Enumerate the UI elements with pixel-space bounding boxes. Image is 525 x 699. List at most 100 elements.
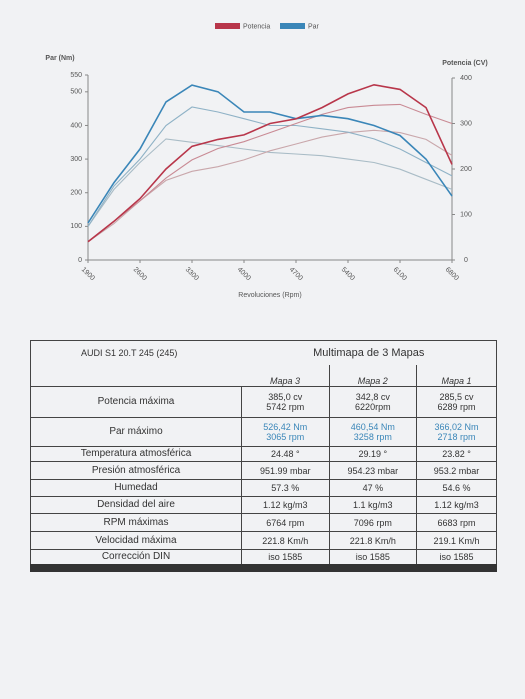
cell-text: 23.82 ° (442, 449, 471, 459)
cell: 385,0 cv 5742 rpm (241, 386, 330, 418)
table-row: Velocidad máxima 221.8 Km/h 221.8 Km/h 219.… (30, 531, 497, 550)
cell: 953.2 mbar (416, 461, 497, 480)
cell-text: 6683 rpm (437, 517, 476, 528)
y2-tick-label: 0 (464, 257, 468, 264)
row-label: Velocidad máxima (30, 531, 242, 550)
x-tick-label: 5400 (340, 266, 356, 282)
y-tick-label: 200 (70, 190, 82, 197)
series-line (87, 106, 453, 227)
series-line (87, 103, 453, 243)
chart: Par (Nm) Potencia (CV) Revoluciones (Rpm… (45, 23, 488, 299)
cell-text: 1.12 kg/m3 (434, 500, 479, 510)
cell-text: 5742 rpm (266, 402, 305, 412)
row-label: Temperatura atmosférica (30, 446, 242, 462)
blank (30, 364, 242, 387)
cell-text: 366,02 Nm (434, 422, 479, 432)
x-tick-label: 6100 (392, 266, 408, 282)
table-row: Par máximo 526,42 Nm 3065 rpm 460,54 Nm 3258… (30, 417, 497, 447)
cell: 1.12 kg/m3 (416, 496, 497, 514)
column-header: Mapa 1 (416, 364, 497, 387)
column-header: Mapa 3 (241, 364, 330, 387)
cell: 1.12 kg/m3 (241, 496, 330, 514)
cell: 342,8 cv 6220rpm (328, 386, 418, 418)
cell: 57.3 % (241, 479, 330, 497)
cell-text: 6764 rpm (266, 517, 305, 528)
x-tick-label: 4000 (236, 266, 252, 282)
cell: 219.1 Km/h (416, 531, 497, 550)
series-line (87, 84, 453, 224)
cell: 47 % (328, 479, 418, 497)
y-tick-label: 300 (70, 156, 82, 163)
cell-text: 221.8 Km/h (262, 535, 309, 546)
table-title: AUDI S1 20.T 245 (245) (30, 340, 242, 365)
row-label: Densidad del aire (30, 496, 242, 514)
y2-tick-label: 400 (460, 75, 472, 82)
x-tick-label: 3300 (184, 266, 200, 282)
column-row: Mapa 3 Mapa 2 Mapa 1 (30, 364, 497, 387)
cell-text: iso 1585 (355, 551, 390, 562)
cell: 23.82 ° (416, 446, 497, 462)
cell: 29.19 ° (328, 446, 418, 462)
cell: 54.6 % (416, 479, 497, 497)
table-row: Humedad 57.3 % 47 % 54.6 % (30, 479, 497, 497)
x-axis-title: Revoluciones (Rpm) (238, 292, 301, 299)
table-row: Corrección DIN iso 1585 iso 1585 iso 1585 (30, 549, 497, 568)
x-tick-label: 1900 (80, 266, 96, 282)
x-tick-label: 4700 (288, 266, 304, 282)
cell: 6764 rpm (241, 513, 330, 532)
cell: 285,5 cv 6289 rpm (416, 386, 497, 418)
cell-text: 3065 rpm (266, 432, 305, 442)
cell: 7096 rpm (328, 513, 418, 532)
table-row: Temperatura atmosférica 24.48 ° 29.19 ° 23.… (30, 446, 497, 462)
legend-swatch (280, 23, 305, 29)
y-axis-title: Par (Nm) (45, 55, 74, 62)
cell-text: 6220rpm (355, 402, 391, 412)
cell-text: 221.8 Km/h (349, 535, 396, 546)
results-table: AUDI S1 20.T 245 (245) Multimapa de 3 Map… (30, 340, 497, 572)
y2-axis-title: Potencia (CV) (442, 60, 488, 67)
cell-text: 3258 rpm (353, 432, 392, 442)
cell-text: 2718 rpm (437, 432, 476, 442)
cell-text: 6289 rpm (437, 402, 476, 412)
cell-text: 526,42 Nm (263, 422, 308, 432)
cell: iso 1585 (241, 549, 330, 568)
table-row: RPM máximas 6764 rpm 7096 rpm 6683 rpm (30, 513, 497, 532)
cell: 526,42 Nm 3065 rpm (241, 417, 330, 447)
cell-text: 57.3 % (271, 483, 300, 493)
cell: 460,54 Nm 3258 rpm (328, 417, 418, 447)
cell: 6683 rpm (416, 513, 497, 532)
cell-text: 24.48 ° (270, 449, 300, 459)
cell-text: 1.1 kg/m3 (353, 500, 393, 510)
y-tick-label: 100 (70, 223, 82, 230)
cell: 954.23 mbar (328, 461, 418, 480)
row-label: Presión atmosférica (30, 461, 242, 480)
cell: 221.8 Km/h (328, 531, 418, 550)
y2-tick-label: 100 (460, 211, 472, 218)
cell-text: 1.12 kg/m3 (263, 500, 308, 510)
cell-text: 54.6 % (442, 483, 471, 493)
cell-text: 219.1 Km/h (433, 535, 480, 546)
y2-tick-label: 300 (460, 120, 472, 127)
table-subtitle: Multimapa de 3 Mapas (241, 340, 497, 365)
column-header: Mapa 2 (328, 364, 417, 387)
cell: iso 1585 (416, 549, 497, 568)
table-row: Potencia máxima 385,0 cv 5742 rpm 342,8 cv 6… (30, 386, 497, 418)
y2-tick-label: 200 (460, 166, 472, 173)
cell-text: 342,8 cv (355, 392, 390, 402)
cell-text: 953.2 mbar (433, 465, 480, 476)
cell: 366,02 Nm 2718 rpm (416, 417, 497, 447)
row-label: Par máximo (30, 417, 242, 447)
cell-text: 29.19 ° (358, 449, 388, 459)
cell-text: 951.99 mbar (260, 465, 311, 476)
legend-swatch (215, 23, 240, 29)
row-label: Potencia máxima (30, 386, 242, 418)
legend-label: Par (308, 23, 320, 30)
cell: 221.8 Km/h (241, 531, 330, 550)
row-label: Humedad (30, 479, 242, 497)
x-tick-label: 6800 (444, 266, 460, 282)
cell-text: 285,5 cv (439, 392, 474, 402)
cell-text: 460,54 Nm (350, 422, 395, 432)
series-line (87, 138, 453, 227)
series-line (87, 83, 453, 243)
